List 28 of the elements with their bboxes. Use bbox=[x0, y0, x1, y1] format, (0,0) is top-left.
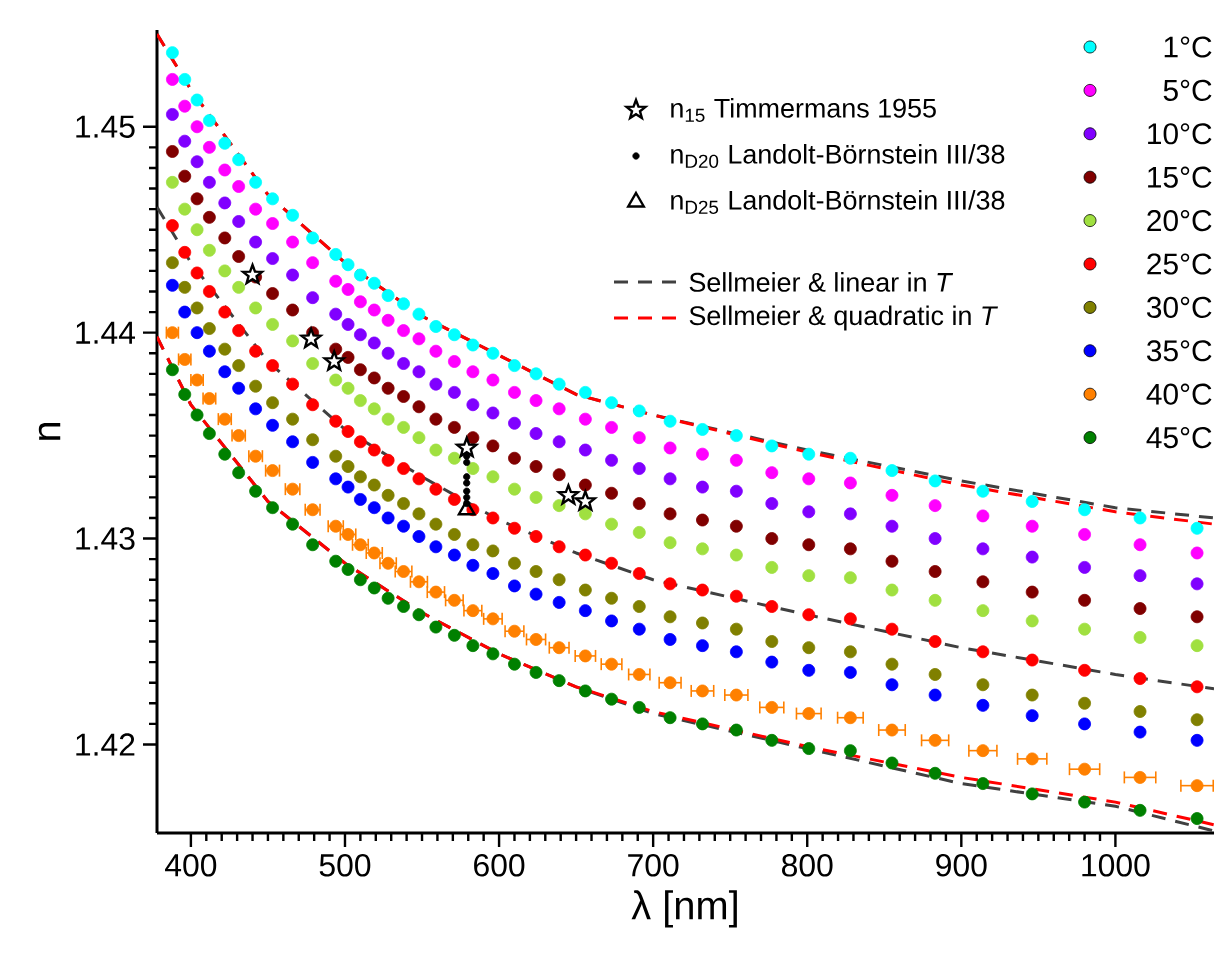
x-tick-label: 900 bbox=[936, 854, 987, 877]
x-tick-label: 400 bbox=[165, 854, 217, 877]
x-tick-label: 600 bbox=[474, 854, 525, 877]
x-tick-label: 700 bbox=[628, 854, 679, 877]
legend-label: Sellmeier & quadratic in T bbox=[689, 305, 998, 331]
legend-label: 20°C bbox=[1147, 210, 1212, 232]
y-tick-label: 1.42 bbox=[76, 733, 135, 756]
x-tick-label: 800 bbox=[782, 854, 833, 877]
y-tick-label: 1.45 bbox=[76, 115, 135, 138]
legend-label: 25°C bbox=[1147, 253, 1212, 275]
legend-label: Sellmeier & linear in T bbox=[689, 272, 954, 292]
legend-label: 35°C bbox=[1146, 340, 1212, 362]
legend-label: 30°C bbox=[1146, 296, 1212, 318]
legend-label: n$_{D25}$ Landolt-Börnstein III/38 bbox=[671, 189, 1005, 214]
x-axis-title: λ [nm] bbox=[631, 890, 737, 928]
y-tick-label: 1.43 bbox=[76, 527, 135, 550]
legend-label: 15°C bbox=[1148, 166, 1212, 188]
legend-label: 40°C bbox=[1146, 383, 1212, 405]
legend-label: n$_{D20}$ Landolt-Börnstein III/38 bbox=[671, 143, 1005, 168]
x-tick-label: 500 bbox=[319, 854, 371, 877]
legend-label: n$_{15}$ Timmermans 1955 bbox=[671, 97, 936, 122]
y-tick-label: 1.44 bbox=[76, 321, 136, 344]
legend-label: 10°C bbox=[1148, 123, 1212, 145]
x-tick-label: 1000 bbox=[1082, 854, 1150, 877]
legend-label: 1°C bbox=[1164, 36, 1212, 58]
legend-label: 5°C bbox=[1163, 79, 1212, 101]
y-axis-title: n bbox=[38, 423, 61, 440]
legend-label: 45°C bbox=[1146, 427, 1212, 449]
